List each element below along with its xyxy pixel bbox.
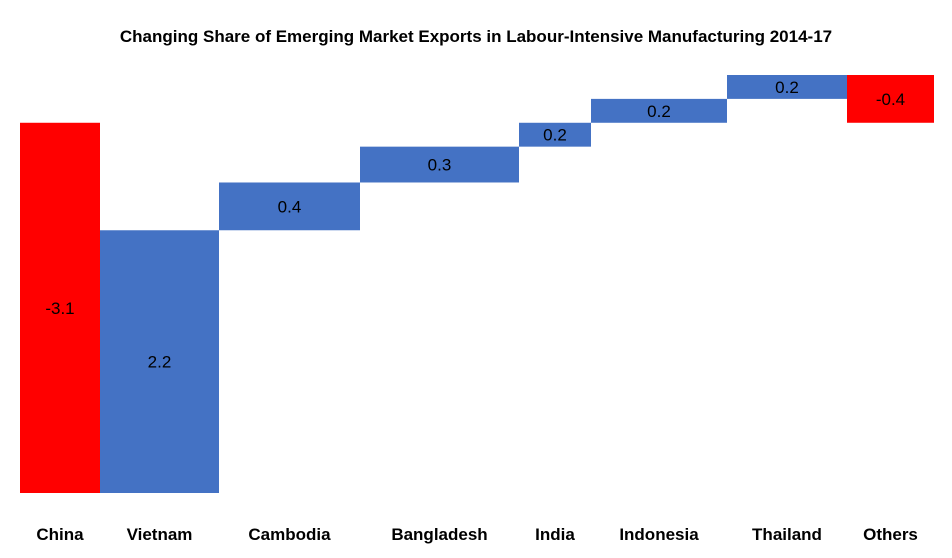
category-label-indonesia: Indonesia <box>619 525 699 544</box>
bars-layer <box>20 75 934 494</box>
bar-vietnam <box>100 230 219 493</box>
value-label-indonesia: 0.2 <box>647 102 671 121</box>
value-label-thailand: 0.2 <box>775 78 799 97</box>
category-label-bangladesh: Bangladesh <box>391 525 487 544</box>
value-label-bangladesh: 0.3 <box>428 156 452 175</box>
bar-others <box>847 75 934 123</box>
bar-thailand <box>727 75 847 99</box>
bar-bangladesh <box>360 146 519 183</box>
category-label-china: China <box>36 525 84 544</box>
category-label-india: India <box>535 525 575 544</box>
category-label-vietnam: Vietnam <box>127 525 193 544</box>
category-labels-layer: China Vietnam Cambodia Bangladesh India Indon… <box>36 525 918 544</box>
value-label-vietnam: 2.2 <box>148 353 172 372</box>
value-labels-layer: -3.1 2.2 0.4 0.3 0.2 0.2 0.2 -0.4 <box>45 78 905 372</box>
bar-indonesia <box>591 98 727 123</box>
value-label-cambodia: 0.4 <box>278 197 302 216</box>
bar-india <box>519 122 591 147</box>
bar-cambodia <box>219 182 360 231</box>
category-label-others: Others <box>863 525 918 544</box>
bar-china <box>20 122 100 494</box>
value-label-others: -0.4 <box>876 90 905 109</box>
chart-title: Changing Share of Emerging Market Export… <box>119 27 833 46</box>
category-label-cambodia: Cambodia <box>248 525 331 544</box>
category-label-thailand: Thailand <box>752 525 822 544</box>
value-label-india: 0.2 <box>543 126 567 145</box>
value-label-china: -3.1 <box>45 299 74 318</box>
